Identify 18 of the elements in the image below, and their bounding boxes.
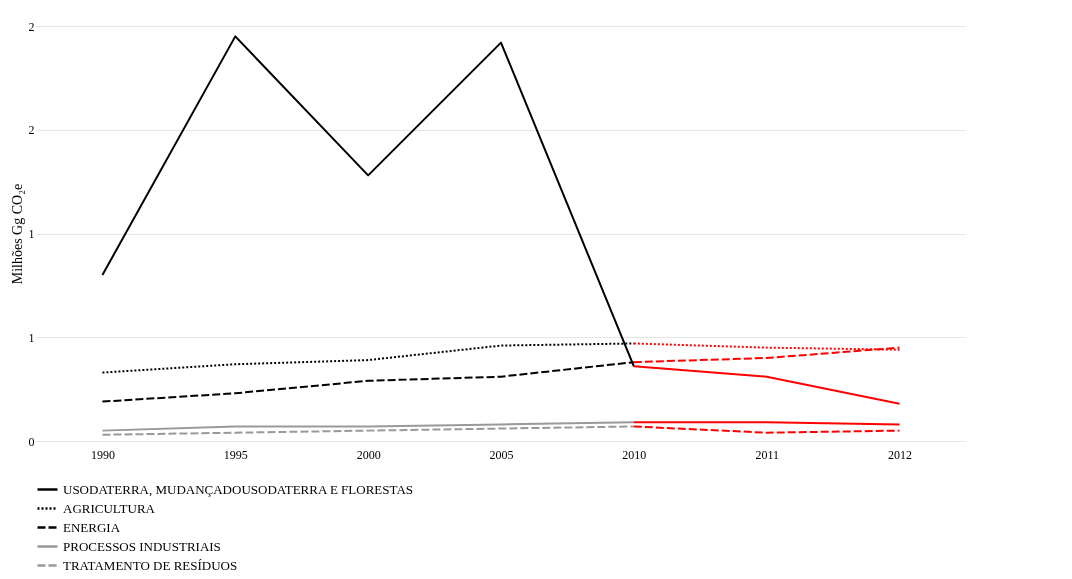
x-tick-label: 2011 [755, 447, 779, 462]
legend-label: AGRICULTURA [63, 500, 156, 516]
x-tick-label: 1990 [90, 447, 115, 462]
legend-label: ENERGIA [63, 519, 121, 535]
y-tick-label: 1 [28, 227, 35, 241]
legend-label: TRATAMENTO DE RESÍDUOS [63, 557, 238, 573]
legend-label: USODATERRA, MUDANÇADOUSODATERRA E FLORESTAS [63, 481, 413, 497]
y-tick-label: 2 [28, 19, 35, 34]
legend-label: PROCESSOS INDUSTRIAIS [63, 538, 221, 554]
x-tick-label: 2012 [888, 447, 913, 462]
y-tick-label: 0 [28, 434, 35, 449]
x-tick-label: 1995 [223, 447, 248, 462]
x-tick-label: 2005 [489, 447, 514, 462]
y-tick-label: 2 [28, 123, 35, 138]
x-tick-label: 2010 [622, 447, 647, 462]
y-axis-title: Milhões Gg CO₂e [9, 183, 25, 285]
x-tick-label: 2000 [356, 447, 381, 462]
y-tick-label: 1 [28, 330, 35, 345]
